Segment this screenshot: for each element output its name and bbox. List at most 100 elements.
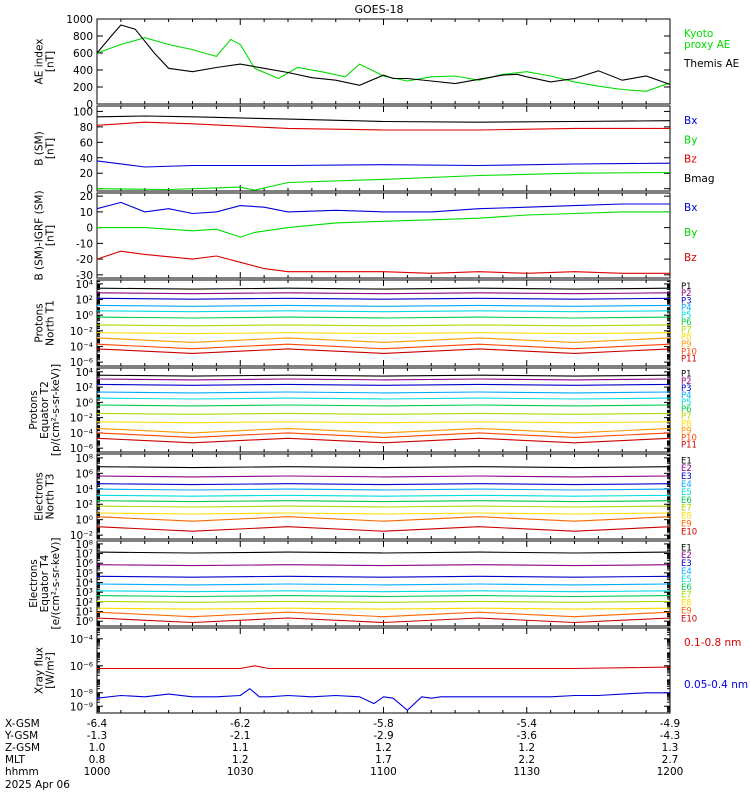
panel-frame [96,18,671,105]
channel-line [96,287,671,290]
y-tick-label: 10² [75,597,93,609]
channel-label: P6 [681,405,692,415]
legend-entry: 0.1-0.8 nm [684,637,741,649]
x-axis-tick-value: 1130 [513,766,540,778]
y-axis-label: Protons [28,390,40,429]
channel-line [96,526,671,532]
channel-line [96,617,671,624]
channel-line [96,310,671,313]
y-tick-label: 10⁴ [75,367,93,379]
y-tick-label: 10⁻⁶ [70,357,93,369]
series-line [96,171,671,191]
y-tick-label: 0 [86,99,93,111]
y-axis-label: [nT] [45,138,57,159]
channel-line [96,324,671,327]
x-axis-tick-value: -6.4 [87,718,108,730]
y-tick-label: 80 [80,122,93,134]
channel-label: P1 [681,370,692,380]
x-axis-tick-value: 1200 [657,766,684,778]
series-line [96,250,670,274]
x-axis-tick-value: 1100 [370,766,397,778]
channel-label: E4 [681,567,692,577]
y-tick-label: 200 [73,82,93,94]
y-tick-label: 10⁰ [75,397,93,409]
panel-protons-t1: 10⁻⁶ 10⁻⁴ 10⁻² 10⁰ 10² 10⁴ Protons North T1 P1P2… [34,279,697,369]
legend-entry: Themis AE [683,58,739,70]
y-tick-label: 10² [75,295,93,307]
channel-label: E1 [681,456,692,466]
channel-line [96,583,671,586]
x-axis-tick-value: 1.2 [518,742,535,754]
y-tick-label: 10⁻⁹ [70,701,93,713]
legend-entry: Bx [684,115,697,127]
y-tick-label: 10⁶ [75,468,93,480]
x-axis-tick-value: 2.2 [518,754,535,766]
y-axis-label: Equator T4 [39,554,51,612]
channel-line [96,292,671,295]
y-tick-label: 100 [73,106,93,118]
y-tick-label: 40 [80,153,93,165]
x-axis-row-label: 2025 Apr 06 [5,779,70,791]
y-tick-label: 10⁴ [75,578,93,590]
y-axis-label: [nT] [45,51,57,72]
channel-label: P9 [681,340,692,350]
channel-line [96,378,671,381]
channel-label: P4 [681,304,692,314]
channel-label: E8 [681,512,692,522]
series-line [96,160,671,168]
channel-label: E9 [681,607,692,617]
x-axis-tick-value: 1.1 [232,742,249,754]
channel-label: P11 [681,355,697,365]
y-axis-label: Electrons [34,472,46,521]
y-axis-label: [nT] [45,225,57,246]
channel-label: E5 [681,575,692,585]
y-tick-label: 20 [80,191,93,203]
channel-line [96,600,671,603]
channel-line [96,332,671,335]
y-tick-label: -20 [76,254,93,266]
channel-line [96,383,671,386]
panel-xray: 10⁻⁹10⁻⁸ 10⁻⁶ 10⁻⁴ Xray flux [W/m²] 0.1-0.8 n… [34,627,748,714]
x-axis-row-label: Z-GSM [5,742,40,754]
panel-protons-t2: 10⁻⁶ 10⁻⁴ 10⁻² 10⁰ 10² 10⁴ Protons Equator T2 [p… [28,364,697,456]
channel-label: E4 [681,480,692,490]
x-axis-tick-value: -3.6 [517,730,538,742]
y-tick-label: 60 [80,137,93,149]
channel-line [96,607,671,610]
channel-label: P1 [681,282,692,292]
channel-label: E7 [681,591,692,601]
y-tick-label: 600 [73,48,93,60]
legend-entry: 0.05-0.4 nm [684,679,748,691]
series-line [97,211,670,238]
legend-entry: Bz [684,154,697,166]
channel-label: E2 [681,551,692,561]
channel-label: E7 [681,504,692,514]
channel-line [96,500,671,503]
y-tick-label: -30 [76,270,93,282]
channel-line [96,494,671,497]
channel-line [96,343,671,350]
channel-line [96,397,671,400]
series-line [96,688,670,712]
x-axis-tick-value: -2.1 [230,730,251,742]
x-axis-row-label: hhmm [5,766,39,778]
y-tick-label: 10⁵ [75,568,93,580]
x-axis-tick-value: 1.7 [375,754,392,766]
y-tick-label: 10⁰ [75,310,93,322]
y-axis-label: Xray flux [34,647,46,694]
x-axis-tick-value: 1.2 [375,742,392,754]
y-tick-label: 10² [75,499,93,511]
channel-line [96,475,671,478]
y-tick-label: 0 [86,184,93,196]
y-axis-label: North T3 [45,474,57,520]
channel-label: E6 [681,496,692,506]
y-axis-label: [W/m²] [45,652,57,689]
x-axis-tick-value: -4.9 [660,718,681,730]
channel-label: P8 [681,419,692,429]
y-tick-label: 10 [80,207,93,219]
panel-frame [96,105,671,192]
channel-line [96,512,671,515]
y-tick-label: 10⁻⁸ [70,688,93,700]
panel-frame [96,367,671,453]
